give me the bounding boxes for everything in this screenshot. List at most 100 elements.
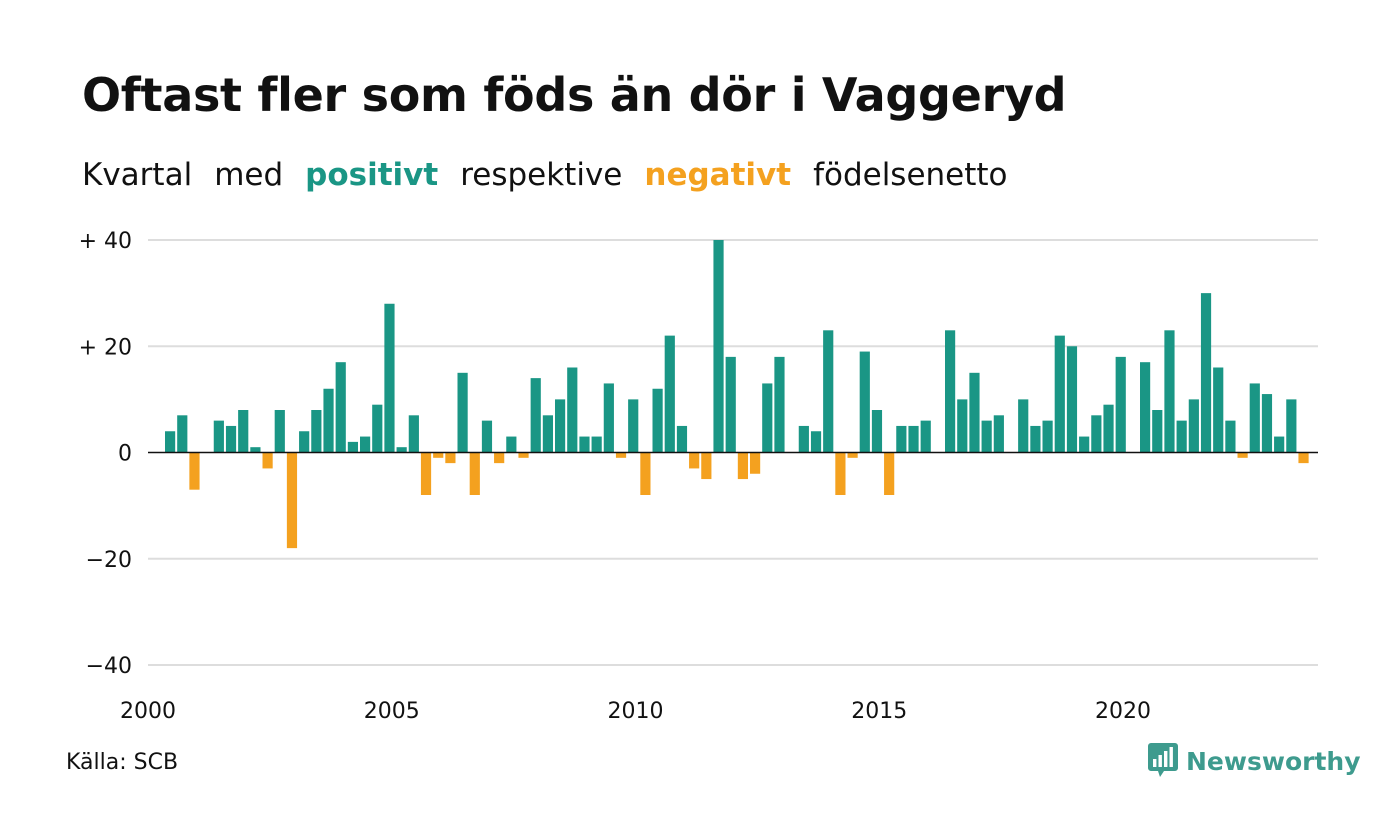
brand-logo: Newsworthy: [1148, 743, 1361, 779]
bar-positive: [859, 351, 870, 453]
x-tick-label: 2010: [608, 699, 664, 724]
bar-positive: [1188, 399, 1199, 453]
bar-negative: [835, 452, 846, 495]
bar-positive: [1152, 410, 1163, 453]
bar-positive: [323, 388, 334, 453]
bar-negative: [286, 452, 298, 549]
y-tick-label: + 20: [79, 335, 132, 360]
bar-positive: [372, 404, 383, 453]
bar-positive: [981, 420, 992, 453]
bar-positive: [1140, 362, 1151, 453]
bar-positive: [347, 441, 358, 453]
bar-positive: [311, 410, 322, 453]
bar-positive: [384, 303, 395, 453]
x-tick-label: 2020: [1095, 699, 1151, 724]
bar-positive: [177, 415, 188, 453]
bar-negative: [445, 452, 456, 464]
bar-positive: [725, 356, 736, 453]
subtitle-word: respektive: [460, 157, 623, 193]
bar-positive: [1213, 367, 1224, 453]
bar-negative: [262, 452, 273, 469]
bar-positive: [506, 436, 517, 453]
bar-positive: [920, 420, 931, 453]
bar-positive: [1103, 404, 1114, 453]
bar-positive: [628, 399, 639, 453]
bar-negative: [469, 452, 480, 495]
bar-negative: [737, 452, 748, 480]
bar-positive: [1225, 420, 1236, 453]
bar-positive: [238, 410, 249, 453]
bar-positive: [335, 362, 346, 453]
bar-positive: [481, 420, 493, 453]
bar-negative: [640, 452, 651, 495]
bar-positive: [823, 330, 834, 453]
bar-positive: [676, 425, 688, 453]
brand-name: Newsworthy: [1186, 746, 1361, 776]
bar-positive: [1164, 330, 1175, 453]
bar-positive: [579, 436, 590, 453]
bar-positive: [213, 420, 224, 453]
bar-positive: [457, 372, 468, 453]
bar-negative: [433, 452, 444, 458]
bar-positive: [530, 378, 541, 453]
bar-positive: [1115, 356, 1126, 453]
bar-negative: [615, 452, 627, 458]
subtitle-word: Kvartal: [82, 157, 193, 193]
chart-title: Oftast fler som föds än dör i Vaggeryd: [82, 68, 1067, 122]
x-tick-label: 2015: [851, 699, 907, 724]
grid-lines: [148, 239, 1318, 666]
axes: + 40 + 20 0 −20 −40 2000 2005 2010 2015 2020: [79, 229, 1318, 724]
bar-negative: [189, 452, 200, 490]
bar-positive: [1249, 383, 1260, 453]
bar-positive: [896, 425, 907, 453]
bar-positive: [798, 425, 809, 453]
bar-negative: [701, 452, 712, 480]
bar-positive: [1176, 420, 1187, 453]
y-tick-label: + 40: [79, 229, 132, 254]
y-tick-label: 0: [118, 442, 132, 467]
bar-positive: [603, 383, 614, 453]
bar-negative: [518, 452, 529, 458]
bar-positive: [1079, 436, 1090, 453]
bar-positive: [969, 372, 980, 453]
bar-positive: [774, 356, 785, 453]
bar-positive: [1286, 399, 1297, 453]
bar-negative: [1237, 452, 1248, 458]
bar-positive: [957, 399, 968, 453]
bar-negative: [420, 452, 432, 495]
bar-positive: [591, 436, 602, 453]
bar-positive: [1261, 394, 1273, 453]
bars: [165, 240, 1309, 549]
bar-negative: [494, 452, 505, 464]
bar-positive: [408, 415, 419, 453]
bar-positive: [555, 399, 566, 453]
bar-positive: [945, 330, 956, 453]
subtitle-word: med: [214, 157, 284, 193]
bar-chart-speech-bubble-icon: [1148, 743, 1178, 777]
subtitle-negative-word: negativt: [644, 157, 792, 193]
x-tick-label: 2005: [364, 699, 420, 724]
bar-positive: [542, 415, 553, 453]
bar-positive: [664, 335, 675, 453]
bar-positive: [1066, 346, 1078, 453]
bar-positive: [871, 410, 883, 453]
bar-positive: [165, 431, 176, 453]
bar-negative: [750, 452, 761, 474]
bar-positive: [652, 388, 663, 453]
bar-positive: [225, 425, 237, 453]
bar-positive: [1274, 436, 1285, 453]
bar-positive: [1054, 335, 1065, 453]
bar-negative: [689, 452, 700, 469]
bar-positive: [299, 431, 310, 453]
x-tick-label: 2000: [120, 699, 176, 724]
bar-positive: [1200, 293, 1212, 453]
bar-positive: [1091, 415, 1102, 453]
bar-positive: [1018, 399, 1029, 453]
bar-positive: [360, 436, 371, 453]
bar-positive: [567, 367, 578, 453]
bar-positive: [1042, 420, 1053, 453]
y-tick-label: −40: [86, 654, 132, 679]
bar-positive: [1030, 425, 1041, 453]
source-note: Källa: SCB: [66, 750, 179, 775]
